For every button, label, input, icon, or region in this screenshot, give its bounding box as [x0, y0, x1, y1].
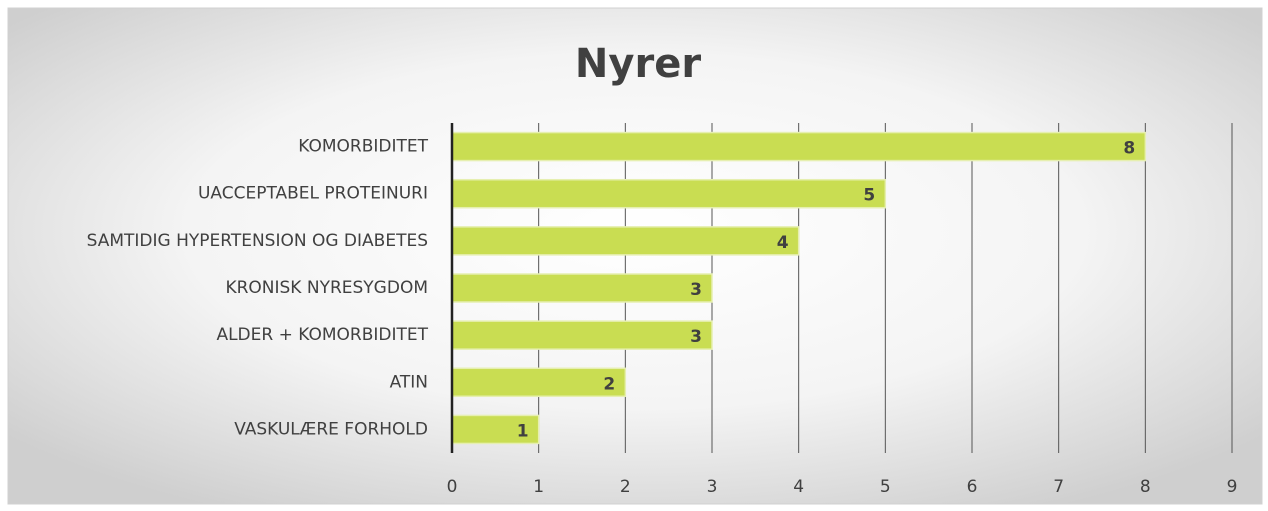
x-tick-label: 5 — [880, 477, 891, 497]
data-label: 3 — [690, 327, 702, 347]
data-label: 3 — [690, 280, 702, 300]
chart-background — [7, 7, 1263, 505]
x-tick-label: 0 — [447, 477, 458, 497]
bar — [451, 178, 887, 209]
y-tick-label: SAMTIDIG HYPERTENSION OG DIABETES — [87, 231, 428, 251]
x-tick-label: 2 — [620, 477, 631, 497]
x-tick-label: 9 — [1227, 477, 1238, 497]
data-label: 5 — [863, 186, 875, 206]
y-tick-label: ATIN — [390, 372, 428, 392]
data-label: 4 — [777, 233, 789, 253]
bar — [451, 320, 713, 350]
data-label: 2 — [603, 374, 615, 394]
chart-title: Nyrer — [575, 41, 701, 87]
y-tick-label: KRONISK NYRESYGDOM — [225, 278, 428, 298]
y-tick-label: UACCEPTABEL PROTEINURI — [198, 184, 428, 204]
bar — [451, 131, 1147, 162]
y-tick-label: KOMORBIDITET — [298, 137, 428, 157]
y-tick-label: VASKULÆRE FORHOLD — [234, 419, 428, 439]
data-label: 1 — [517, 421, 529, 441]
x-tick-label: 1 — [533, 477, 544, 497]
bar — [451, 273, 713, 303]
y-tick-label: ALDER + KOMORBIDITET — [216, 325, 428, 345]
data-label: 8 — [1123, 139, 1135, 159]
x-tick-label: 8 — [1140, 477, 1151, 497]
bar — [451, 367, 627, 398]
x-tick-label: 6 — [967, 477, 978, 497]
x-tick-label: 4 — [793, 477, 804, 497]
x-tick-label: 3 — [707, 477, 718, 497]
bar — [451, 226, 800, 256]
x-tick-label: 7 — [1053, 477, 1064, 497]
